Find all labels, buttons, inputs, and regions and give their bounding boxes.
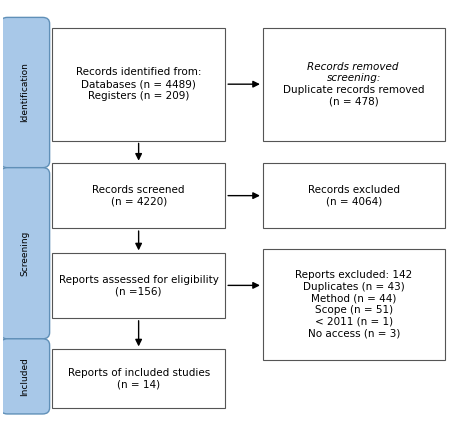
Text: Screening: Screening xyxy=(20,231,29,276)
Text: Reports assessed for eligibility: Reports assessed for eligibility xyxy=(59,275,219,285)
Text: Databases (n = 4489): Databases (n = 4489) xyxy=(81,79,196,89)
FancyBboxPatch shape xyxy=(263,28,446,140)
FancyBboxPatch shape xyxy=(52,253,225,318)
Text: Records removed: Records removed xyxy=(307,62,401,71)
Text: < 2011 (n = 1): < 2011 (n = 1) xyxy=(315,317,393,327)
Text: (n = 478): (n = 478) xyxy=(329,97,379,107)
FancyBboxPatch shape xyxy=(0,17,50,168)
Text: Reports excluded: 142: Reports excluded: 142 xyxy=(295,270,413,280)
Text: Identification: Identification xyxy=(20,63,29,123)
Text: (n = 14): (n = 14) xyxy=(117,379,160,389)
FancyBboxPatch shape xyxy=(52,349,225,408)
FancyBboxPatch shape xyxy=(52,164,225,228)
Text: No access (n = 3): No access (n = 3) xyxy=(308,329,401,338)
Text: Records identified from:: Records identified from: xyxy=(76,68,201,77)
Text: Duplicates (n = 43): Duplicates (n = 43) xyxy=(303,282,405,292)
Text: (n = 4064): (n = 4064) xyxy=(326,197,382,207)
Text: Records screened: Records screened xyxy=(92,185,185,195)
Text: Records excluded: Records excluded xyxy=(308,185,400,195)
Text: Included: Included xyxy=(20,357,29,396)
FancyBboxPatch shape xyxy=(52,28,225,140)
Text: Method (n = 44): Method (n = 44) xyxy=(311,294,397,304)
Text: Duplicate records removed: Duplicate records removed xyxy=(283,85,425,95)
Text: Scope (n = 51): Scope (n = 51) xyxy=(315,305,393,315)
Text: screening:: screening: xyxy=(327,73,381,83)
Text: (n = 4220): (n = 4220) xyxy=(110,197,167,207)
FancyBboxPatch shape xyxy=(0,168,50,339)
FancyBboxPatch shape xyxy=(263,164,446,228)
Text: Reports of included studies: Reports of included studies xyxy=(67,368,210,378)
FancyBboxPatch shape xyxy=(263,249,446,360)
FancyBboxPatch shape xyxy=(0,339,50,414)
Text: Registers (n = 209): Registers (n = 209) xyxy=(88,91,189,101)
Text: (n =156): (n =156) xyxy=(115,286,162,297)
